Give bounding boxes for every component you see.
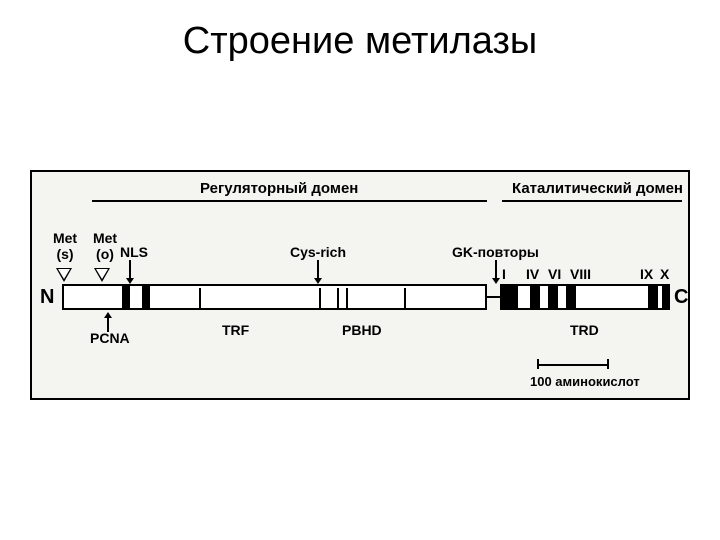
bar-tick (404, 288, 406, 310)
roman-VIII: VIII (570, 266, 591, 282)
band (548, 286, 558, 308)
pbhd-label: PBHD (342, 322, 382, 338)
band (142, 286, 150, 308)
pcna-label: PCNA (90, 330, 130, 346)
cys-rich-label: Cys-rich (290, 244, 346, 260)
met-s-triangle-icon (56, 268, 72, 282)
protein-domain-diagram: Регуляторный домен Каталитический домен … (30, 170, 690, 400)
bar-tick (199, 288, 201, 310)
trd-label: TRD (570, 322, 599, 338)
band (566, 286, 576, 308)
met-s-line2: (s) (56, 246, 73, 262)
bar-tick (346, 288, 348, 310)
band (530, 286, 540, 308)
band (502, 286, 518, 308)
gk-repeats-arrow-icon (492, 260, 500, 284)
scale-label: 100 аминокислот (530, 374, 640, 389)
scale-bar (537, 364, 607, 366)
met-o-line2: (o) (96, 246, 114, 262)
band (648, 286, 658, 308)
regulatory-domain-line (92, 200, 487, 202)
nls-arrow-icon (126, 260, 134, 284)
bar-tick (319, 288, 321, 310)
roman-I: I (502, 266, 506, 282)
n-terminus: N (40, 286, 54, 309)
bar-connector (487, 296, 500, 298)
regulatory-domain-label: Регуляторный домен (200, 180, 358, 197)
met-s-line1: Met (53, 230, 77, 246)
band (662, 286, 670, 308)
roman-IV: IV (526, 266, 539, 282)
slide-title: Строение метилазы (0, 20, 720, 63)
cys-rich-arrow-icon (314, 260, 322, 284)
scale-tick-right (607, 359, 609, 369)
met-o-label: Met (o) (90, 230, 120, 262)
nls-label: NLS (120, 244, 148, 260)
catalytic-domain-line (502, 200, 682, 202)
bar-tick (337, 288, 339, 310)
gk-repeats-label: GK-повторы (452, 244, 539, 260)
met-o-triangle-icon (94, 268, 110, 282)
roman-VI: VI (548, 266, 561, 282)
c-terminus: C (674, 286, 688, 309)
met-o-line1: Met (93, 230, 117, 246)
pcna-arrow-icon (104, 312, 112, 332)
roman-X: X (660, 266, 669, 282)
band (122, 286, 130, 308)
catalytic-domain-label: Каталитический домен (512, 180, 683, 197)
trf-label: TRF (222, 322, 249, 338)
met-s-label: Met (s) (50, 230, 80, 262)
regulatory-bar (62, 284, 487, 310)
roman-IX: IX (640, 266, 653, 282)
catalytic-bar (500, 284, 670, 310)
